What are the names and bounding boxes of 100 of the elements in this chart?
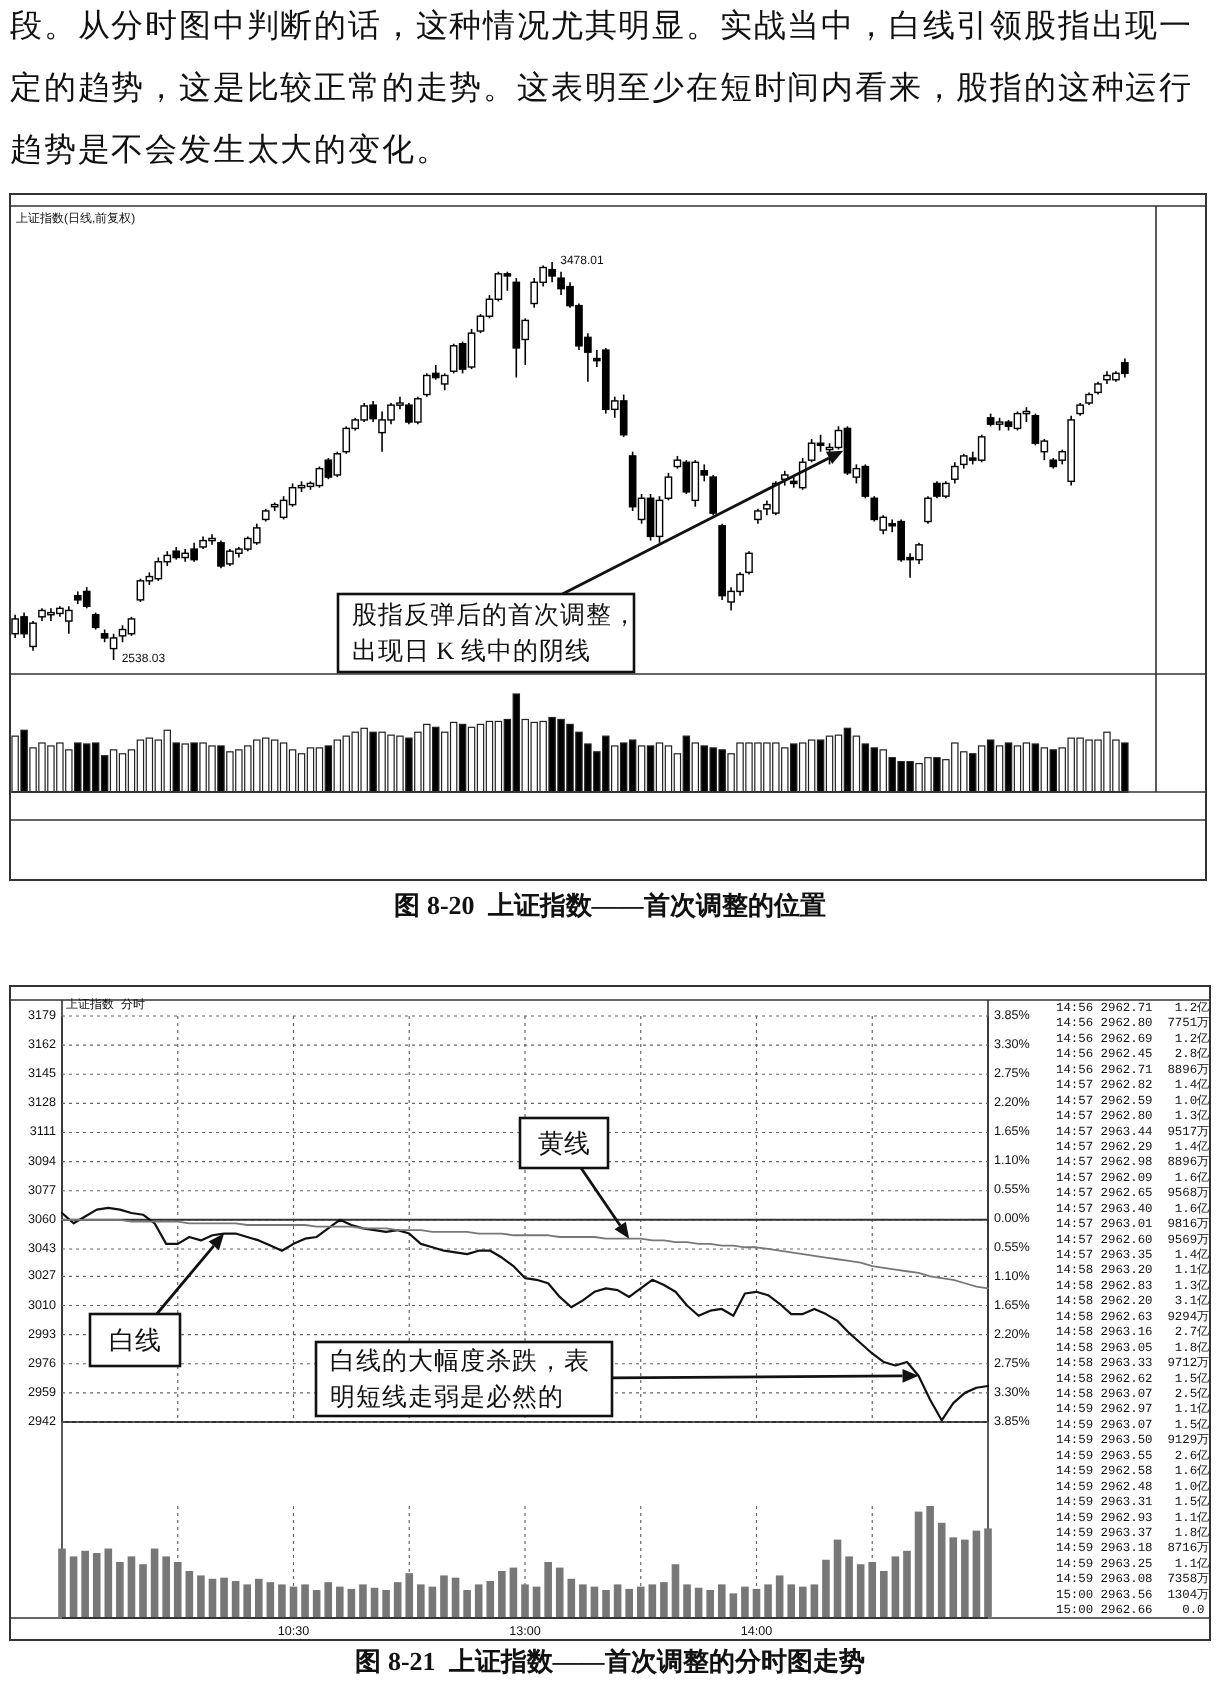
bar — [266, 1582, 275, 1618]
candlestick — [342, 425, 351, 455]
candlestick — [1013, 410, 1022, 432]
bar — [279, 742, 288, 793]
bar — [822, 1559, 830, 1618]
text: 段。从分时图中判断的话，这种情况尤其明显。实战当中，白线引领股指出现一定的趋势，这是比较正常的走势。这表明至少在短时间内看来，股指的这种运行趋势是不会发生太大的变化。 — [10, 8, 1193, 168]
bar — [324, 1582, 333, 1618]
bar — [297, 753, 306, 793]
candlestick — [82, 586, 91, 610]
bar — [648, 1584, 657, 1618]
bar — [270, 739, 279, 793]
bar — [671, 1564, 680, 1618]
bar — [162, 1556, 170, 1618]
candlestick — [655, 495, 664, 544]
bar — [972, 1530, 981, 1618]
bar — [729, 1593, 738, 1618]
bar — [324, 745, 333, 793]
bar — [69, 1556, 78, 1618]
candlestick — [458, 340, 467, 375]
bar — [494, 720, 503, 793]
bar — [926, 1506, 934, 1618]
bar — [498, 1570, 506, 1618]
candlestick — [449, 342, 458, 375]
bar — [628, 739, 637, 793]
bar — [476, 723, 485, 793]
bar — [509, 1567, 518, 1618]
candlestick — [252, 522, 261, 546]
bar — [440, 1575, 448, 1618]
bar — [81, 1550, 89, 1618]
bar — [613, 1584, 622, 1618]
bar — [807, 739, 816, 793]
bar — [136, 739, 145, 793]
bar — [220, 1577, 228, 1618]
bar — [173, 1562, 182, 1618]
bar — [880, 1570, 888, 1618]
candlestick — [977, 433, 986, 464]
bar — [787, 1584, 796, 1618]
bar — [104, 1548, 113, 1618]
bar — [833, 1539, 842, 1618]
candlestick — [664, 472, 673, 502]
bar — [163, 729, 172, 793]
annotation: 股指反弹后的首次调整，出现日 K 线中的阴线 — [352, 600, 638, 666]
bar — [891, 1556, 900, 1618]
bar — [145, 737, 154, 793]
bar — [717, 1584, 726, 1618]
bar — [544, 1562, 552, 1618]
bar — [288, 749, 297, 793]
bar — [636, 1586, 645, 1618]
bar — [775, 1575, 784, 1618]
bar — [655, 742, 664, 793]
bar — [359, 1584, 367, 1618]
bar — [995, 745, 1004, 793]
candlestick — [127, 616, 136, 637]
candlestick — [924, 495, 932, 525]
bar — [682, 735, 691, 793]
bar — [254, 1578, 263, 1618]
bar — [467, 726, 476, 793]
bar — [856, 1564, 865, 1618]
bar — [118, 753, 127, 793]
bar — [691, 742, 700, 793]
bar — [306, 747, 315, 793]
candlestick — [861, 463, 870, 500]
bar — [512, 693, 521, 793]
bar — [485, 720, 494, 793]
candlestick — [951, 461, 959, 485]
bar — [92, 1553, 101, 1618]
bar — [903, 1550, 911, 1618]
bar — [261, 737, 270, 793]
bar — [333, 739, 342, 793]
bar — [868, 1562, 877, 1618]
bar — [243, 1584, 251, 1618]
bar — [810, 1584, 819, 1618]
bar — [845, 1556, 853, 1618]
candlestick — [870, 495, 879, 523]
bar — [602, 1590, 610, 1618]
bar — [968, 753, 977, 793]
bar — [798, 742, 807, 793]
bar — [986, 739, 995, 793]
annotation: 白线 — [109, 1325, 161, 1355]
bar — [870, 747, 879, 793]
bar — [984, 1528, 992, 1618]
candlestick — [279, 495, 288, 521]
bar — [683, 1584, 691, 1618]
bar — [449, 721, 458, 793]
bar — [1004, 742, 1013, 793]
bar — [150, 1548, 159, 1618]
bar — [139, 1564, 147, 1618]
bar — [706, 1590, 714, 1618]
annotation: 白线的大幅度杀跌，表明短线走弱是必然的 — [330, 1344, 590, 1412]
text: 图 8-20 上证指数——首次调整的位置 — [394, 890, 826, 920]
bar — [91, 742, 100, 793]
bar — [109, 749, 118, 793]
bar — [301, 1584, 309, 1618]
bar — [336, 1586, 344, 1618]
bar — [852, 735, 861, 793]
bar — [977, 745, 986, 793]
candlestick — [503, 270, 512, 292]
bar — [664, 745, 673, 793]
bar — [799, 1586, 807, 1618]
bar — [393, 1582, 402, 1618]
